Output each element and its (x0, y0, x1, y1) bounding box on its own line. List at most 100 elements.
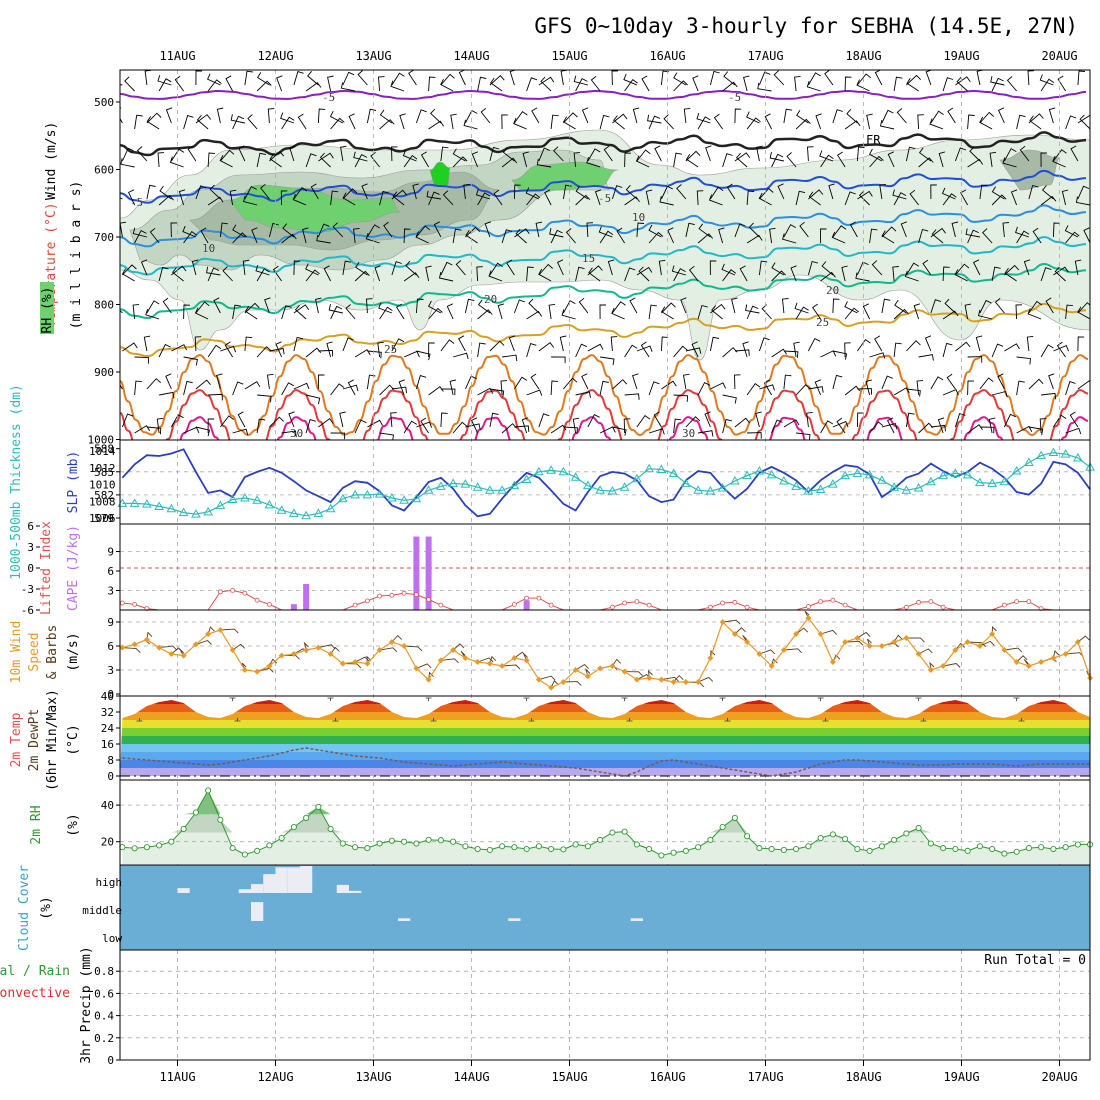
upper-wind-barb (930, 299, 942, 314)
upper-wind-barb (347, 379, 356, 396)
thickness-marker (913, 482, 924, 492)
upper-wind-barb (526, 343, 537, 358)
thickness-marker (338, 493, 348, 503)
rh2m-marker (352, 844, 359, 851)
upper-wind-barb (146, 426, 162, 435)
upper-wind-barb (906, 340, 921, 352)
precip-tick: 0 (107, 1054, 114, 1067)
wind10-barb (452, 643, 465, 651)
upper-wind-barb (599, 114, 610, 130)
date-top-1: 12AUG (257, 49, 293, 63)
wind10-barb (268, 658, 278, 667)
upper-wind-barb (243, 195, 258, 206)
upper-wind-barb (698, 430, 714, 437)
upper-wind-barb (821, 261, 834, 276)
temp-band (120, 768, 1090, 776)
upper-wind-barb (881, 109, 894, 124)
wind10-barb (122, 647, 141, 653)
top-date-axis: 11AUG 12AUG 13AUG 14AUG 15AUG 16AUG 17AUG 18AUG… (159, 49, 1077, 63)
wind10-marker (633, 676, 640, 683)
upper-wind-barb (353, 227, 360, 244)
upper-wind-barb (1041, 392, 1057, 400)
upper-wind-barb (697, 381, 711, 396)
upper-wind-barb (1077, 185, 1090, 200)
upper-wind-barb (260, 183, 270, 200)
upper-wind-barb (357, 70, 368, 86)
wind10-marker (156, 644, 163, 651)
upper-wind-barb (550, 114, 559, 130)
mb-tick: 600 (94, 164, 114, 177)
wind10-marker (143, 636, 150, 643)
rh2m-marker (143, 844, 150, 851)
lifted-marker (842, 602, 848, 608)
upper-wind-barb (893, 76, 903, 92)
thickness-marker (485, 485, 495, 494)
wind10-barb (523, 653, 528, 661)
upper-wind-barb (893, 192, 907, 206)
upper-wind-barb (391, 261, 402, 276)
wind10-marker (609, 663, 616, 669)
upper-wind-barb (924, 335, 932, 352)
upper-wind-barb (405, 260, 417, 276)
rh2m-marker (486, 846, 493, 853)
upper-wind-barb (718, 227, 725, 244)
wind10-marker (315, 644, 322, 651)
upper-wind-barb (367, 350, 382, 359)
lifted-marker (1001, 602, 1007, 608)
wind10-marker (364, 660, 371, 667)
upper-wind-barb (319, 152, 331, 168)
upper-wind-barb (856, 261, 869, 276)
thickness-marker (411, 493, 422, 503)
rh2m-marker (682, 847, 689, 854)
upper-wind-barb (501, 229, 513, 244)
upper-wind-barb (673, 418, 682, 434)
upper-wind-barb (658, 259, 666, 276)
upper-wind-barb (786, 152, 797, 168)
lifted-tick: 0 (27, 562, 34, 575)
upper-wind-barb (294, 304, 307, 320)
upper-wind-barb (918, 228, 929, 244)
upper-wind-barb (550, 380, 558, 396)
upper-wind-barb (526, 389, 543, 396)
rh2m-panel (119, 787, 1094, 864)
thickness-marker (987, 478, 997, 487)
upper-wind-barb (122, 264, 137, 276)
upper-wind-barb (244, 302, 260, 314)
slp-line (121, 448, 1091, 518)
date-bottom-7: 18AUG (845, 1070, 881, 1084)
upper-wind-barb (807, 146, 814, 162)
upper-wind-barb (831, 231, 846, 244)
upper-wind-barb (972, 259, 981, 276)
upper-wind-barb (648, 428, 665, 435)
rh2m-marker (499, 843, 506, 850)
upper-wind-barb (879, 120, 895, 130)
thickness-marker (276, 505, 287, 514)
upper-wind-barb (685, 347, 702, 354)
mb-tick: 800 (94, 299, 114, 312)
lifted-marker (548, 602, 554, 608)
upper-wind-barb (230, 114, 245, 124)
upper-wind-barb (408, 70, 417, 86)
thickness-marker (852, 468, 863, 477)
rh2m-label-a: 2m RH (29, 805, 44, 844)
rh2m-marker (303, 814, 310, 821)
upper-wind-barb (586, 222, 594, 238)
thickness-marker (374, 489, 385, 498)
upper-wind-barb (219, 154, 233, 168)
upper-wind-barb (673, 394, 689, 402)
upper-wind-barb (256, 152, 266, 168)
wind10-barb (342, 663, 362, 669)
upper-wind-barb (1077, 302, 1090, 314)
wind10-marker (829, 659, 836, 665)
temp-band (120, 752, 1090, 760)
upper-wind-barb (440, 339, 455, 352)
upper-wind-barb (773, 70, 785, 86)
wind-tick: 6 (107, 640, 114, 653)
rh2m-marker (878, 843, 885, 850)
upper-wind-barb (587, 343, 604, 352)
cloud-cell-high (275, 867, 288, 893)
upper-wind-barb (489, 388, 505, 398)
upper-wind-barb (1029, 115, 1042, 130)
date-top-2: 13AUG (355, 49, 391, 63)
thickness-marker (154, 501, 164, 510)
